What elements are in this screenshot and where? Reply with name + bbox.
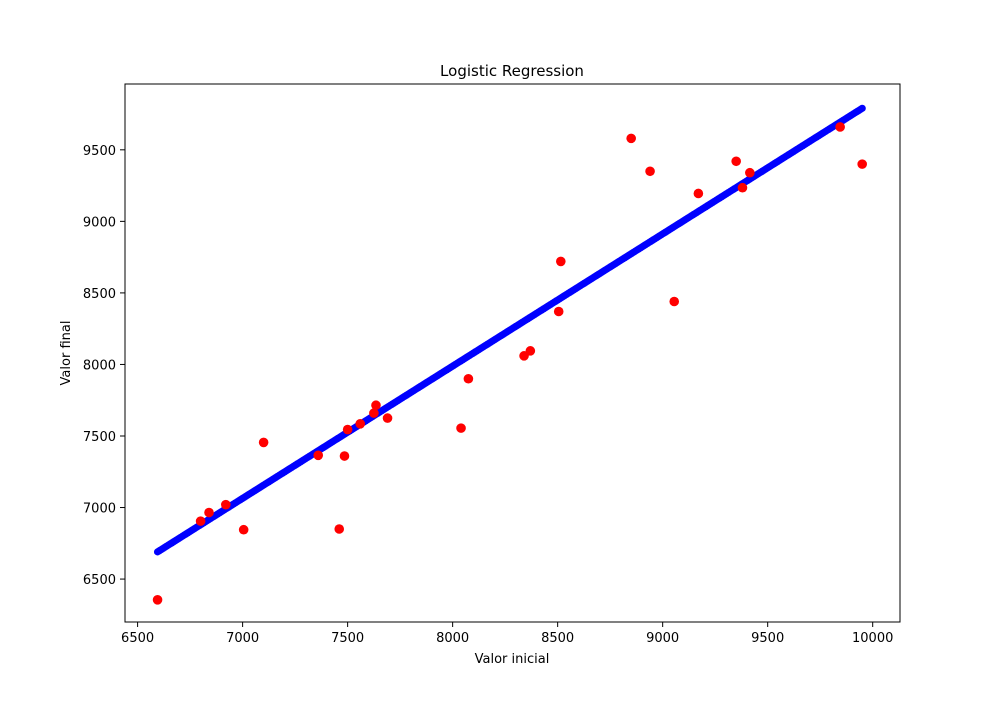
- data-point: [258, 437, 269, 448]
- x-tick-label: 6500: [121, 631, 154, 646]
- y-tick-label: 8500: [83, 287, 116, 302]
- data-point: [835, 122, 845, 132]
- data-point: [463, 373, 474, 384]
- axes-frame: [124, 83, 901, 623]
- data-point: [693, 188, 704, 199]
- y-tick-label: 7500: [83, 430, 116, 445]
- data-point: [204, 507, 214, 518]
- y-axis: 6500 7000 7500 8000 8500 9000 9500: [83, 144, 125, 588]
- y-tick-label: 7000: [83, 502, 116, 517]
- x-axis-label: Valor inicial: [475, 652, 550, 667]
- data-point: [221, 499, 231, 510]
- data-point: [342, 424, 353, 435]
- y-tick-label: 9500: [83, 144, 116, 159]
- data-point: [553, 306, 564, 317]
- data-point: [745, 167, 755, 178]
- data-point: [195, 516, 206, 526]
- data-point: [669, 296, 680, 307]
- data-point: [339, 451, 350, 461]
- regression-line-point: [858, 104, 866, 112]
- data-point: [152, 595, 163, 605]
- data-point: [371, 400, 381, 411]
- x-tick-label: 9500: [751, 631, 784, 646]
- x-tick-label: 9000: [646, 631, 679, 646]
- data-point: [369, 408, 379, 418]
- x-tick-label: 7000: [226, 631, 259, 646]
- data-point: [556, 256, 566, 267]
- x-axis: 6500 7000 7500 8000 8500 9000 9500 10000: [121, 622, 893, 646]
- y-tick-label: 9000: [83, 215, 116, 230]
- data-point: [525, 346, 536, 356]
- data-point: [238, 524, 249, 535]
- data-point: [382, 413, 393, 423]
- y-axis-label: Valor final: [59, 321, 74, 386]
- plot-area: [152, 104, 867, 605]
- data-point: [334, 524, 345, 534]
- x-tick-label: 8000: [436, 631, 469, 646]
- data-point: [313, 450, 324, 461]
- data-point: [355, 419, 366, 429]
- x-tick-label: 8500: [541, 631, 574, 646]
- data-point: [626, 133, 636, 144]
- data-point: [857, 159, 867, 169]
- y-tick-label: 8000: [83, 358, 116, 373]
- x-tick-label: 7500: [331, 631, 364, 646]
- data-point: [645, 166, 655, 177]
- x-tick-label: 10000: [852, 631, 893, 646]
- data-point: [737, 182, 748, 193]
- chart-title: Logistic Regression: [440, 62, 584, 80]
- y-tick-label: 6500: [83, 573, 116, 588]
- data-point: [456, 423, 466, 433]
- data-point: [731, 156, 741, 167]
